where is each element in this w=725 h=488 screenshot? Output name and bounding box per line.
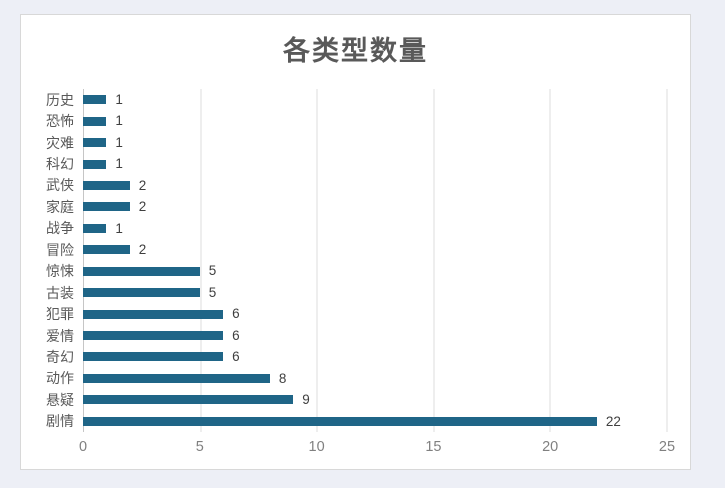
gridline [200,89,202,432]
chart-title: 各类型数量 [283,36,428,66]
bar-row: 惊悚 5 [46,261,667,282]
category-label: 科幻 [46,156,74,173]
value-label: 6 [232,349,240,365]
x-tick-label: 15 [425,439,442,455]
bar-row: 悬疑 9 [46,389,667,410]
bar [83,373,270,383]
value-label: 1 [115,113,123,129]
bar-rows: 历史 1 恐怖 1 灾难 1 科幻 1 武侠 2 家庭 2 战争 1 冒险 2 惊悚 5 古装 5 犯罪 6 爱情 6 奇幻 6 动… [46,89,667,432]
bar-row: 爱情 6 [46,325,667,346]
bar [83,288,200,298]
bar-row: 战争 1 [46,218,667,239]
bar [83,395,294,405]
bar-row: 冒险 2 [46,239,667,260]
category-label: 武侠 [46,177,74,194]
category-label: 家庭 [46,198,74,215]
bar [83,138,107,148]
bar-row: 灾难 1 [46,132,667,153]
bar [83,159,107,169]
category-label: 惊悚 [46,263,74,280]
category-label: 冒险 [46,241,74,258]
value-label: 9 [302,392,310,408]
category-label: 奇幻 [46,348,74,365]
bar-row: 恐怖 1 [46,110,667,131]
x-tick-label: 5 [195,439,204,455]
category-label: 战争 [46,220,74,237]
value-label: 5 [208,284,217,300]
category-label: 剧情 [46,413,74,430]
gridline [549,89,551,432]
bar-row: 家庭 2 [46,196,667,217]
value-label: 5 [208,263,217,279]
category-label: 动作 [46,370,74,387]
bar [83,95,107,105]
bar-chart: 历史 1 恐怖 1 灾难 1 科幻 1 武侠 2 家庭 2 战争 1 冒险 2 惊悚 5 古装 5 犯罪 6 爱情 6 奇幻 6 动… [46,89,675,454]
bar [83,352,224,362]
bar-row: 犯罪 6 [46,303,667,324]
category-label: 悬疑 [46,391,74,408]
bar [83,309,224,319]
bar [83,116,107,126]
category-label: 灾难 [46,134,74,151]
category-label: 恐怖 [46,113,74,130]
bar-row: 动作 8 [46,368,667,389]
category-label: 犯罪 [46,306,74,323]
bar [83,331,224,341]
bar [83,223,107,233]
gridline [316,89,318,432]
bar-row: 武侠 2 [46,175,667,196]
x-tick-label: 20 [542,439,559,455]
value-label: 2 [138,177,147,193]
x-tick-label: 25 [658,439,676,455]
bar-row: 剧情 22 [46,411,667,432]
value-label: 6 [232,327,240,343]
value-label: 22 [605,413,621,429]
value-label: 8 [278,370,287,386]
bar-row: 古装 5 [46,282,667,303]
value-label: 1 [115,91,123,107]
x-axis: 0 5 10 15 20 25 [79,432,675,460]
value-label: 2 [138,199,147,215]
gridline [433,89,435,432]
value-label: 6 [232,306,240,322]
bar [83,245,130,255]
plot-gridlines [83,89,668,432]
bar [83,416,597,426]
category-label: 历史 [46,91,74,108]
value-label: 1 [115,134,123,150]
bar-row: 科幻 1 [46,153,667,174]
value-label: 1 [115,220,123,236]
x-tick-label: 0 [78,439,88,455]
x-tick-label: 10 [308,439,325,455]
value-label: 1 [115,156,123,172]
gridline [666,89,668,432]
chart-card: 各类型数量 历史 1 恐怖 1 灾难 1 科幻 1 武侠 2 家庭 2 战争 1 冒险 2 惊悚 5 古装 5 犯罪 6 爱… [20,14,691,470]
value-label: 2 [138,242,147,258]
bar-row: 历史 1 [46,89,667,110]
category-label: 古装 [46,284,74,301]
bar-row: 奇幻 6 [46,346,667,367]
bar [83,202,130,212]
category-label: 爱情 [46,327,74,344]
bar [83,266,200,276]
bar [83,180,130,190]
